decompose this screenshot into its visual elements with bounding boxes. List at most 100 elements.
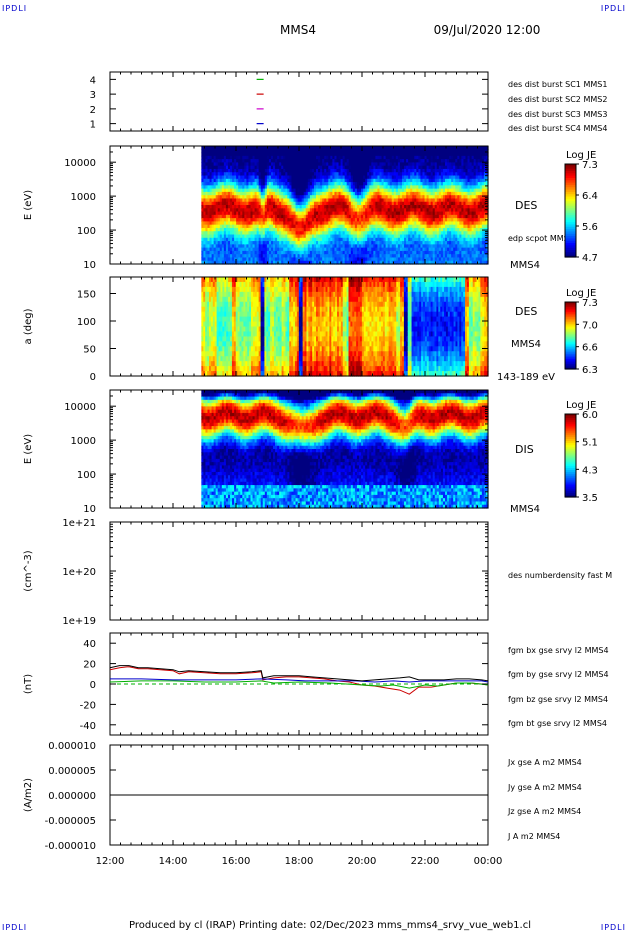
heatmap-cell: [363, 182, 366, 186]
heatmap-cell: [297, 198, 301, 203]
heatmap-cell: [260, 237, 264, 242]
heatmap-cell: [266, 165, 270, 170]
heatmap-cell: [324, 198, 327, 203]
heatmap-cell: [227, 231, 231, 236]
heatmap-cell: [260, 175, 264, 180]
heatmap-cell: [311, 227, 315, 232]
heatmap-cell: [391, 214, 395, 219]
heatmap-cell: [338, 247, 342, 252]
heatmap-cell: [201, 178, 204, 183]
heatmap-cell: [281, 146, 284, 150]
heatmap-cell: [340, 155, 344, 160]
heatmap-cell: [217, 191, 221, 196]
heatmap-cell: [324, 231, 327, 236]
heatmap-cell: [354, 146, 358, 150]
heatmap-cell: [379, 182, 383, 186]
heatmap-cell: [391, 172, 395, 177]
heatmap-cell: [299, 250, 303, 255]
heatmap-cell: [369, 191, 372, 196]
heatmap-cell: [289, 247, 293, 252]
heatmap-cell: [209, 214, 213, 219]
heatmap-cell: [291, 172, 295, 177]
heatmap-cell: [281, 195, 284, 200]
heatmap-cell: [213, 162, 217, 167]
heatmap-cell: [316, 211, 319, 216]
heatmap-cell: [344, 231, 348, 236]
heatmap-cell: [346, 146, 350, 150]
heatmap-cell: [270, 250, 274, 255]
heatmap-cell: [373, 159, 376, 163]
heatmap-cell: [324, 221, 327, 226]
heatmap-cell: [373, 146, 376, 150]
heatmap-cell: [254, 221, 258, 226]
heatmap-cell: [256, 172, 260, 177]
heatmap-cell: [322, 231, 325, 236]
heatmap-cell: [311, 168, 315, 173]
heatmap-cell: [305, 208, 309, 213]
heatmap-cell: [309, 178, 313, 183]
heatmap-cell: [338, 162, 342, 167]
heatmap-cell: [365, 247, 368, 252]
heatmap-cell: [264, 241, 268, 245]
heatmap-cell: [287, 247, 290, 252]
heatmap-cell: [215, 218, 219, 222]
heatmap-cell: [266, 221, 270, 226]
heatmap-cell: [320, 211, 323, 216]
heatmap-cell: [348, 155, 352, 160]
heatmap-cell: [383, 205, 387, 209]
heatmap-cell: [299, 182, 303, 186]
heatmap-cell: [244, 214, 247, 219]
heatmap-cell: [250, 172, 254, 177]
heatmap-cell: [311, 231, 315, 236]
heatmap-cell: [377, 185, 381, 190]
heatmap-cell: [330, 257, 333, 262]
heatmap-cell: [217, 214, 221, 219]
heatmap-cell: [207, 257, 211, 262]
heatmap-cell: [389, 221, 393, 226]
heatmap-cell: [281, 152, 284, 157]
heatmap-cell: [285, 201, 288, 206]
heatmap-cell: [313, 205, 317, 209]
heatmap-cell: [219, 205, 223, 209]
heatmap-cell: [201, 191, 204, 196]
heatmap-cell: [240, 250, 243, 255]
heatmap-cell: [352, 208, 356, 213]
heatmap-cell: [326, 182, 329, 186]
heatmap-cell: [252, 168, 256, 173]
heatmap-cell: [277, 218, 280, 222]
heatmap-cell: [209, 159, 213, 163]
heatmap-cell: [373, 227, 376, 232]
heatmap-cell: [254, 149, 258, 154]
heatmap-cell: [301, 231, 305, 236]
heatmap-cell: [242, 162, 245, 167]
heatmap-cell: [268, 231, 272, 236]
heatmap-cell: [242, 146, 245, 150]
heatmap-cell: [338, 149, 342, 154]
heatmap-cell: [221, 182, 225, 186]
heatmap-cell: [344, 214, 348, 219]
heatmap-cell: [270, 165, 274, 170]
heatmap-cell: [377, 195, 381, 200]
heatmap-cell: [293, 205, 297, 209]
heatmap-cell: [211, 241, 215, 245]
heatmap-cell: [385, 165, 389, 170]
heatmap-cell: [356, 191, 360, 196]
heatmap-cell: [301, 227, 305, 232]
heatmap-cell: [383, 165, 387, 170]
heatmap-cell: [381, 254, 385, 259]
heatmap-cell: [324, 250, 327, 255]
heatmap-cell: [260, 227, 264, 232]
heatmap-cell: [346, 227, 350, 232]
heatmap-cell: [311, 182, 315, 186]
heatmap-cell: [383, 175, 387, 180]
heatmap-cell: [203, 205, 207, 209]
heatmap-cell: [279, 214, 282, 219]
heatmap-cell: [211, 250, 215, 255]
heatmap-cell: [225, 155, 229, 160]
heatmap-cell: [258, 165, 262, 170]
heatmap-cell: [320, 201, 323, 206]
heatmap-cell: [385, 182, 389, 186]
heatmap-cell: [268, 155, 272, 160]
heatmap-cell: [268, 208, 272, 213]
corner-label-top-right: IPDLI: [600, 4, 626, 13]
